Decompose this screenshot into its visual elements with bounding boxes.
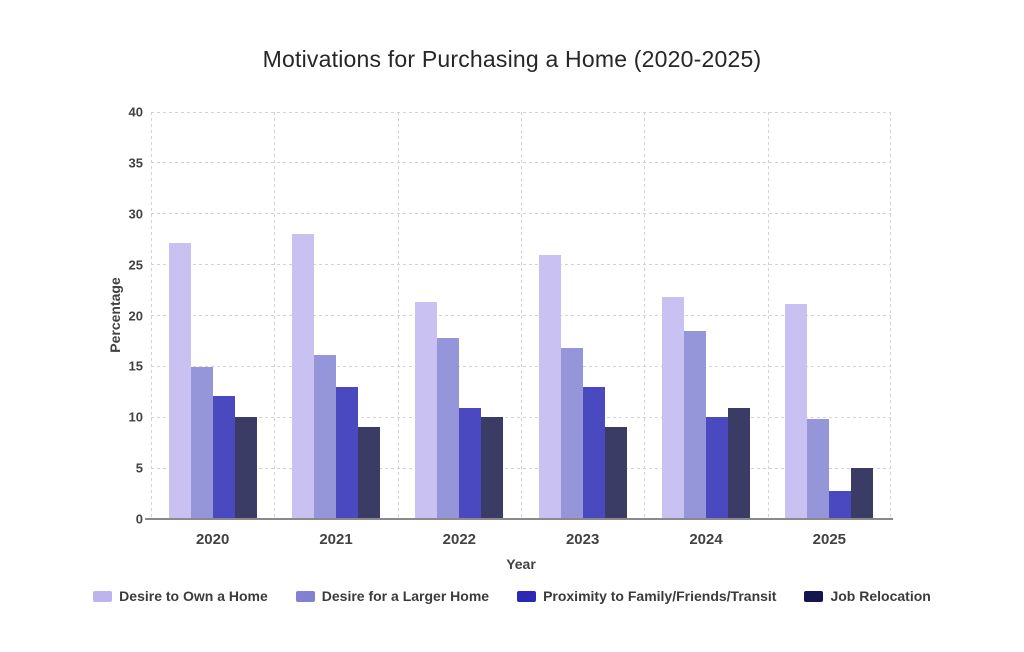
legend-label: Proximity to Family/Friends/Transit [543, 588, 777, 604]
x-axis-title: Year [506, 556, 536, 572]
gridline-vertical [890, 112, 891, 519]
gridline-vertical [398, 112, 399, 519]
legend-label: Desire for a Larger Home [321, 588, 490, 604]
gridline-vertical [768, 112, 769, 519]
x-axis-line [145, 518, 893, 520]
bar-2020-series-3 [212, 395, 235, 519]
x-tick-label: 2023 [565, 531, 600, 548]
legend: Desire to Own a Home Desire for a Larger … [0, 588, 1024, 604]
y-tick-label: 25 [128, 257, 143, 273]
y-tick-label: 35 [128, 155, 143, 171]
y-axis-title: Percentage [107, 277, 123, 353]
bar-2020-series-4 [234, 417, 257, 519]
x-tick-label: 2025 [812, 531, 847, 548]
gridline-vertical [151, 112, 152, 519]
bar-2022-series-1 [415, 302, 438, 519]
legend-label: Job Relocation [830, 588, 931, 604]
gridline-vertical [521, 112, 522, 519]
bar-2022-series-4 [481, 417, 504, 519]
legend-item-2: Desire for a Larger Home [295, 588, 490, 604]
y-tick-label: 0 [135, 511, 143, 527]
bar-2023-series-1 [538, 255, 561, 519]
y-tick-label: 20 [128, 308, 143, 323]
y-tick-label: 40 [128, 104, 143, 120]
bar-2024-series-1 [662, 297, 684, 519]
y-tick-label: 30 [128, 206, 143, 222]
legend-swatch-icon [804, 590, 824, 602]
bar-2022-series-2 [437, 337, 460, 519]
chart-title: Motivations for Purchasing a Home (2020-… [262, 46, 762, 72]
bar-2024-series-2 [684, 330, 706, 519]
bar-2025-series-3 [829, 490, 852, 519]
legend-item-3: Proximity to Family/Friends/Transit [517, 588, 776, 604]
legend-item-4: Job Relocation [804, 588, 931, 604]
bar-2021-series-3 [336, 386, 358, 519]
gridline-vertical [644, 112, 645, 519]
legend-swatch-icon [295, 590, 315, 602]
x-tick-label: 2024 [689, 531, 723, 548]
bar-2021-series-2 [314, 355, 336, 519]
bar-2025-series-2 [807, 419, 830, 519]
bar-2021-series-1 [292, 234, 314, 519]
bar-2022-series-3 [459, 408, 482, 519]
bar-2020-series-1 [168, 243, 191, 519]
bar-2023-series-4 [604, 427, 627, 519]
x-tick-label: 2021 [319, 531, 353, 548]
bar-2020-series-2 [190, 367, 213, 519]
bar-2024-series-3 [706, 417, 728, 519]
legend-swatch-icon [93, 590, 113, 602]
bar-2021-series-4 [358, 427, 380, 519]
gridline-vertical [274, 112, 275, 519]
x-tick-label: 2020 [195, 531, 230, 548]
bar-2025-series-4 [851, 468, 874, 519]
y-tick-label: 10 [128, 409, 143, 425]
plot-area [151, 111, 891, 519]
legend-item-1: Desire to Own a Home [93, 588, 268, 604]
bar-2024-series-4 [728, 408, 750, 519]
x-tick-label: 2022 [442, 531, 477, 548]
legend-label: Desire to Own a Home [119, 588, 268, 604]
bar-2023-series-3 [582, 386, 605, 519]
bar-2025-series-1 [785, 304, 808, 519]
y-tick-label: 15 [128, 358, 143, 374]
bar-2023-series-2 [560, 348, 583, 519]
y-tick-label: 5 [135, 460, 143, 476]
legend-swatch-icon [517, 590, 537, 602]
